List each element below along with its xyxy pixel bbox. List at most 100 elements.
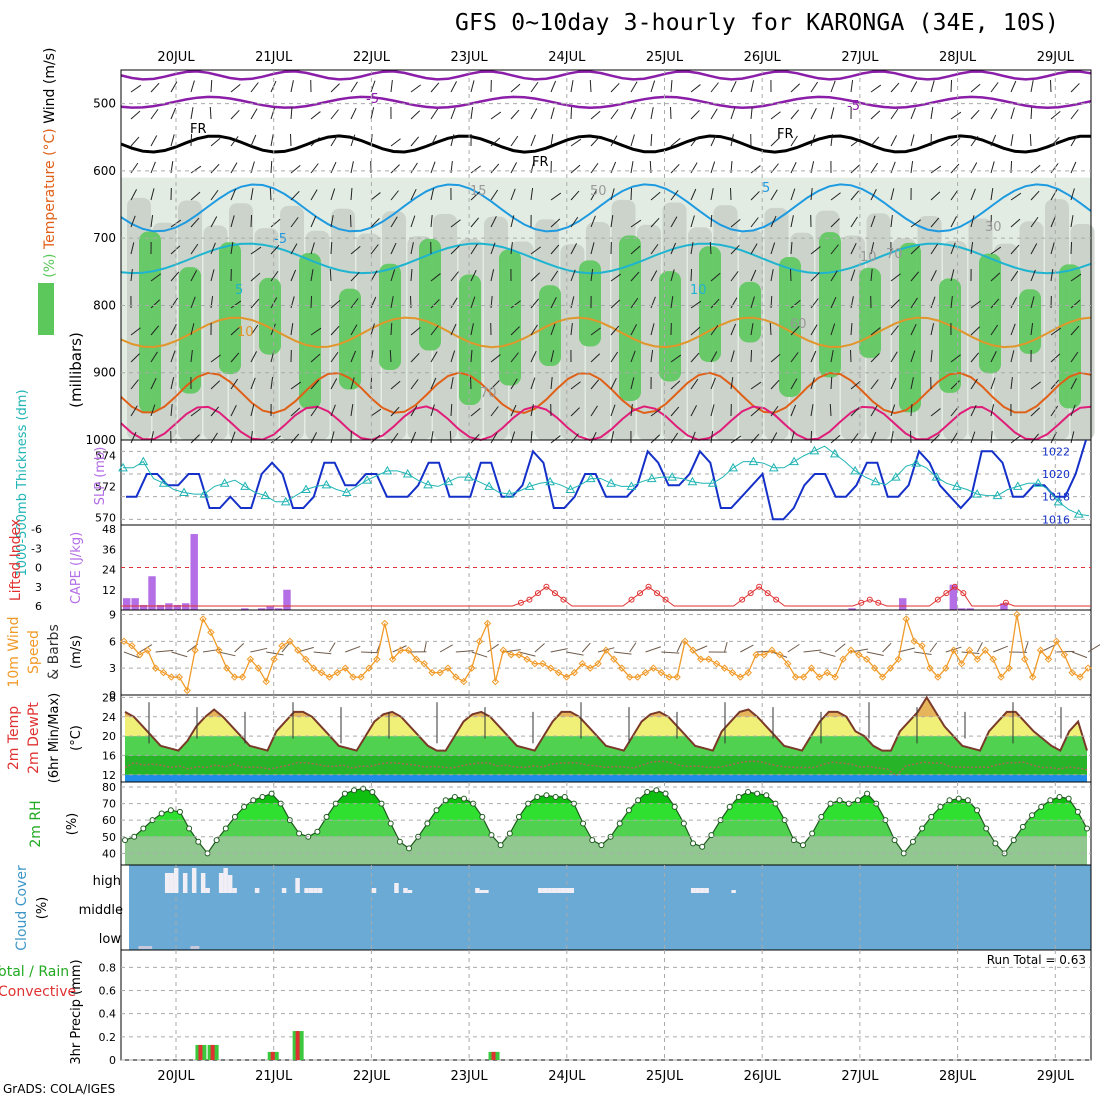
x-tick-label-bottom: 27JUL [841, 1069, 879, 1084]
wind-barb [150, 351, 158, 363]
wind-barb [970, 326, 981, 336]
wind-barb [770, 242, 776, 255]
li-marker [866, 596, 873, 603]
li-tick: 3 [35, 581, 42, 594]
temp-band [125, 755, 1087, 775]
wind-barb [390, 242, 397, 255]
wind-speed-marker [760, 651, 768, 659]
contour-label: 70 [886, 247, 903, 262]
high-cloud-bar [313, 888, 318, 893]
wind-barb [590, 162, 599, 174]
li-marker [764, 590, 771, 597]
rh-marker [955, 795, 962, 802]
surface-wind-barb [345, 645, 361, 653]
surface-wind-barb [661, 651, 680, 654]
surface-wind-barb [740, 644, 754, 653]
wind-barb [830, 350, 834, 363]
wind-barb [130, 162, 139, 174]
wind-barb [1010, 80, 1017, 93]
footer-credit: GrADS: COLA/IGES [3, 1082, 116, 1096]
wind-barb [650, 243, 659, 255]
li-marker [551, 590, 558, 597]
slp-tick: 1020 [1042, 468, 1070, 481]
wind-barb [670, 79, 673, 93]
wind-barb [1050, 432, 1057, 444]
high-cloud-bar [304, 888, 309, 893]
wind-barb [410, 379, 419, 390]
wind-barb [290, 106, 293, 120]
wind-barb [430, 377, 437, 390]
wind-barb [950, 137, 961, 147]
cape-tick: 48 [102, 523, 116, 536]
wind-barb [710, 134, 717, 147]
wind-speed-marker [159, 668, 168, 677]
y-axis-label-multi: RH (%) Temperature (°C) Wind (m/s) [42, 48, 58, 303]
wind-barb [670, 190, 679, 201]
wind-barb [790, 241, 793, 255]
pressure-tick: 800 [93, 298, 116, 312]
wind-barb [810, 188, 813, 201]
thickness-marker [341, 487, 352, 497]
wind-barb [690, 188, 697, 201]
wind-barb [1029, 133, 1032, 147]
temp-line [124, 695, 1088, 752]
rh-marker [222, 825, 229, 832]
wind-barb [570, 381, 581, 390]
cape-tick: 36 [102, 543, 116, 556]
x-tick-label-bottom: 20JUL [157, 1069, 195, 1084]
wind-barb [770, 379, 780, 390]
wind-barb [570, 243, 578, 255]
thickness-marker [138, 456, 149, 466]
wind-barb [430, 431, 434, 444]
wind-barb [670, 296, 674, 309]
wind-barb [910, 323, 917, 336]
thickness-marker [829, 448, 840, 458]
thickness-marker [524, 481, 535, 490]
wind-barb [910, 403, 913, 417]
rh-marker [909, 838, 916, 845]
rh-marker [580, 820, 587, 827]
wind-barb [930, 350, 933, 363]
li-marker [943, 590, 950, 597]
wind-barb [730, 271, 739, 282]
high-cloud-bar [281, 888, 287, 893]
wind-barb [510, 83, 521, 93]
wind-barb [1050, 405, 1059, 417]
wind-speed-marker [199, 615, 207, 623]
wind-barb [570, 164, 581, 174]
wind-speed-line [123, 614, 1089, 693]
wind-speed-marker [815, 673, 824, 681]
high-cloud-bar [223, 868, 228, 893]
wind-barb [550, 218, 561, 228]
rh-green-column [419, 238, 441, 351]
cloud-axis-label: (%) [35, 897, 50, 920]
wind-barb [830, 434, 841, 444]
wind-barb [570, 216, 579, 228]
high-cloud-bar [547, 888, 552, 893]
wind-barb [1030, 243, 1038, 255]
wind-barb [950, 163, 960, 174]
wind-barb [670, 242, 677, 255]
wind-barb [450, 323, 457, 336]
thickness-marker [931, 472, 942, 481]
wind-barb [870, 162, 879, 174]
surface-wind-barb [439, 644, 453, 653]
wind-barb [550, 323, 556, 336]
wind-barb [170, 81, 178, 93]
wind-barb [790, 325, 800, 336]
wind-barb [730, 297, 738, 309]
surface-wind-barb [1087, 644, 1100, 653]
wind-barb [130, 327, 141, 336]
surface-wind-barb [787, 643, 800, 653]
rh-marker [195, 838, 202, 845]
wind-speed-marker [191, 646, 199, 654]
thickness-marker [260, 490, 271, 500]
li-marker [858, 599, 865, 606]
thickness-marker [179, 487, 189, 497]
wind-barb [190, 243, 199, 255]
wind-barb [850, 433, 859, 444]
rh-marker [662, 790, 669, 797]
wind-barb [610, 135, 618, 147]
wind-barb [350, 107, 357, 120]
wind-barb [530, 324, 538, 336]
